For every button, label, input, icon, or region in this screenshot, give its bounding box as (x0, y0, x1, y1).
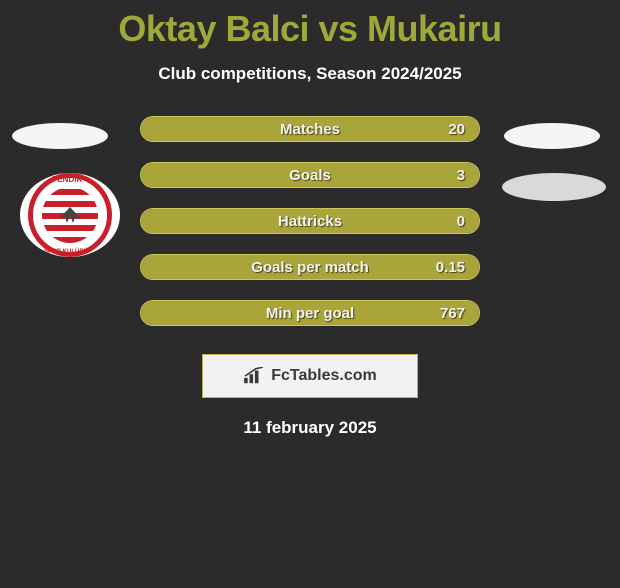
player-right-photo-oval (504, 123, 600, 149)
stat-bar: Goals 3 (140, 162, 480, 188)
subtitle: Club competitions, Season 2024/2025 (0, 64, 620, 84)
eagle-icon (55, 205, 85, 225)
stat-value: 0 (457, 213, 465, 230)
stat-label: Hattricks (278, 213, 342, 230)
date-label: 11 february 2025 (0, 418, 620, 438)
stat-label: Goals per match (251, 259, 369, 276)
stat-bar: Min per goal 767 (140, 300, 480, 326)
content-area: PENDIK SPOR KULÜBÜ Matches 20 Goals 3 Hattri… (0, 116, 620, 438)
stat-label: Goals (289, 167, 331, 184)
stat-bar: Hattricks 0 (140, 208, 480, 234)
player-right-secondary-oval (502, 173, 606, 201)
stat-value: 20 (448, 121, 465, 138)
stat-bar: Goals per match 0.15 (140, 254, 480, 280)
chart-icon (243, 367, 265, 385)
club-badge: PENDIK SPOR KULÜBÜ (20, 173, 120, 257)
page-title: Oktay Balci vs Mukairu (0, 8, 620, 50)
stat-label: Matches (280, 121, 340, 138)
stat-bar: Matches 20 (140, 116, 480, 142)
stats-bars: Matches 20 Goals 3 Hattricks 0 Goals per match… (140, 116, 480, 326)
stat-label: Min per goal (266, 305, 354, 322)
stat-value: 3 (457, 167, 465, 184)
brand-label: FcTables.com (271, 367, 377, 385)
stat-value: 0.15 (436, 259, 465, 276)
brand-box[interactable]: FcTables.com (202, 354, 418, 398)
club-badge-inner (42, 187, 98, 243)
player-left-photo-oval (12, 123, 108, 149)
stat-value: 767 (440, 305, 465, 322)
